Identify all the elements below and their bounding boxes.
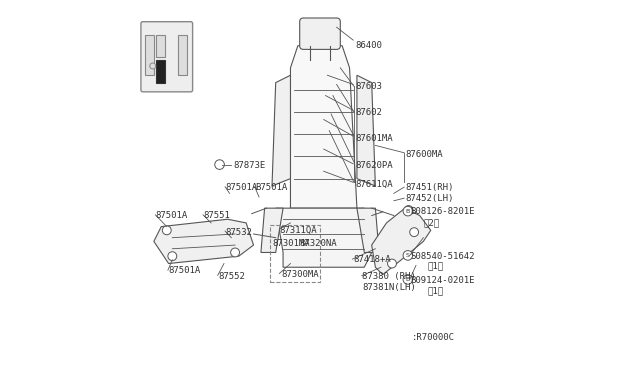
Circle shape xyxy=(215,160,225,169)
Circle shape xyxy=(403,206,413,216)
Text: 86400: 86400 xyxy=(355,41,382,50)
Text: 87601MA: 87601MA xyxy=(355,134,393,142)
Text: B09124-0201E: B09124-0201E xyxy=(410,276,475,285)
Text: 87552: 87552 xyxy=(218,272,245,281)
Text: 87532: 87532 xyxy=(226,228,253,237)
Text: 87380 (RH): 87380 (RH) xyxy=(362,272,416,281)
Bar xyxy=(156,61,165,83)
Text: （2）: （2） xyxy=(424,218,440,227)
Polygon shape xyxy=(154,219,253,263)
Text: S: S xyxy=(406,253,410,258)
Polygon shape xyxy=(276,208,372,267)
Circle shape xyxy=(403,275,413,284)
Text: 87452(LH): 87452(LH) xyxy=(405,195,453,203)
Circle shape xyxy=(388,259,396,268)
Text: 87320NA: 87320NA xyxy=(300,239,337,248)
Polygon shape xyxy=(272,75,291,186)
Circle shape xyxy=(168,252,177,260)
Text: 87501A: 87501A xyxy=(226,183,258,192)
Text: 87301MA: 87301MA xyxy=(272,239,310,248)
Text: 87620PA: 87620PA xyxy=(355,161,393,170)
Text: :R70000C: :R70000C xyxy=(412,333,455,342)
Text: 87611QA: 87611QA xyxy=(355,180,393,189)
Text: 87381N(LH): 87381N(LH) xyxy=(362,283,416,292)
Text: B08126-8201E: B08126-8201E xyxy=(410,207,475,217)
Text: B7501A: B7501A xyxy=(255,183,287,192)
Polygon shape xyxy=(291,46,357,208)
Text: （1）: （1） xyxy=(427,261,443,270)
Text: 87602: 87602 xyxy=(355,108,382,117)
FancyBboxPatch shape xyxy=(300,18,340,49)
Circle shape xyxy=(163,226,172,235)
Text: S08540-51642: S08540-51642 xyxy=(410,251,475,261)
Text: 87600MA: 87600MA xyxy=(405,150,442,159)
Text: 87501A: 87501A xyxy=(168,266,201,275)
Text: 87551: 87551 xyxy=(204,211,230,220)
Text: 87873E: 87873E xyxy=(233,161,266,170)
Polygon shape xyxy=(372,208,431,275)
Circle shape xyxy=(403,251,413,260)
Text: 87311QA: 87311QA xyxy=(280,226,317,235)
Circle shape xyxy=(410,228,419,237)
Polygon shape xyxy=(357,208,379,253)
Text: 87418+A: 87418+A xyxy=(353,255,391,264)
Text: 87451(RH): 87451(RH) xyxy=(405,183,453,192)
Text: 87300MA: 87300MA xyxy=(281,270,319,279)
Text: 87603: 87603 xyxy=(355,82,382,91)
Bar xyxy=(270,225,320,282)
Text: B: B xyxy=(406,209,410,214)
FancyBboxPatch shape xyxy=(141,22,193,92)
Circle shape xyxy=(150,63,156,69)
Bar xyxy=(145,35,154,75)
Text: 87501A: 87501A xyxy=(156,211,188,220)
Circle shape xyxy=(404,206,413,214)
Bar xyxy=(178,35,187,75)
Circle shape xyxy=(230,248,239,257)
Polygon shape xyxy=(357,75,376,186)
Bar xyxy=(156,35,165,57)
Polygon shape xyxy=(261,208,283,253)
Text: （1）: （1） xyxy=(427,287,443,296)
Text: B: B xyxy=(406,277,410,282)
